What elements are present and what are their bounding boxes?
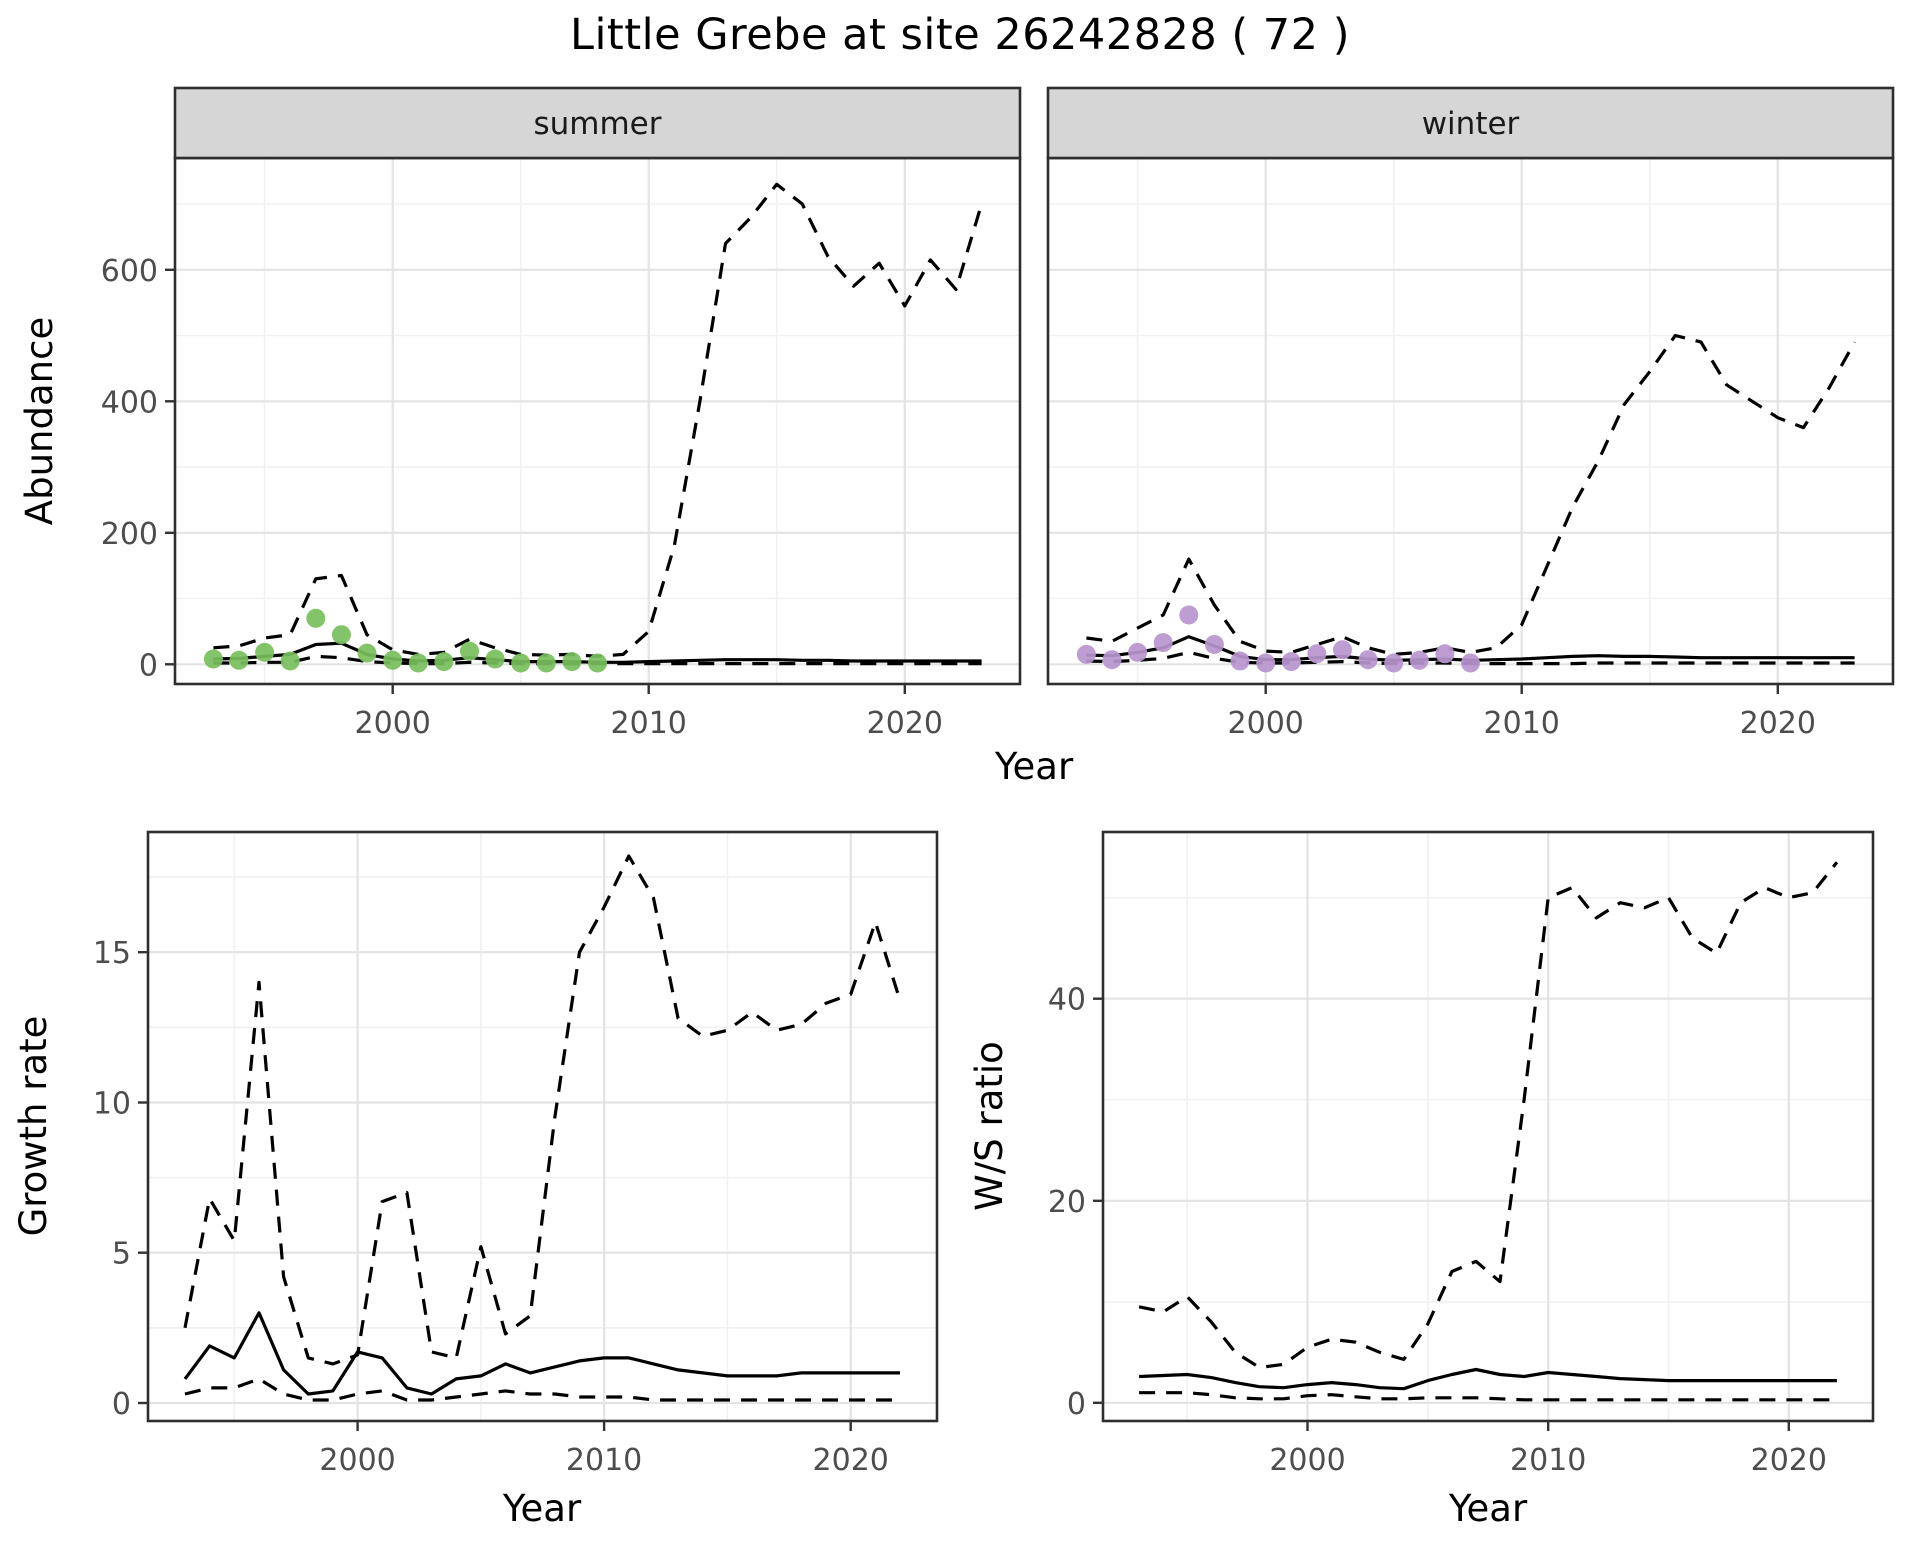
y-tick-label: 15	[93, 936, 131, 971]
summer-observation-point	[255, 642, 275, 662]
y-tick-label: 10	[93, 1087, 131, 1122]
panel-border	[146, 830, 939, 1423]
facet-strip-summer	[173, 86, 1022, 160]
abundance-facet-chart: summer 2000 2010 2020 0 200 400 600 winter 2000 20…	[18, 86, 1895, 788]
winter-observation-point	[1128, 642, 1148, 662]
x-tick-label: 2020	[867, 706, 943, 741]
winter-upper-ci-line	[1086, 333, 1856, 656]
summer-observation-point	[280, 651, 300, 671]
x-tick-label: 2010	[611, 706, 687, 741]
summer-observation-point	[357, 643, 377, 663]
summer-observation-point	[485, 649, 505, 669]
chart-title: Little Grebe at site 26242828 ( 72 )	[570, 10, 1350, 60]
winter-observation-point	[1076, 644, 1096, 664]
x-tick-label: 2000	[1269, 1443, 1345, 1478]
summer-observation-point	[331, 625, 351, 645]
x-tick-label: 2000	[355, 706, 431, 741]
winter-observation-point	[1256, 653, 1276, 673]
summer-observation-point	[588, 653, 607, 673]
summer-observation-point	[383, 650, 403, 670]
summer-observation-point	[203, 649, 223, 669]
panel-background	[175, 158, 1020, 684]
x-axis-label: Year	[1448, 1487, 1528, 1530]
y-tick-label: 0	[139, 648, 158, 683]
y-tick-label: 0	[112, 1387, 131, 1422]
growth-lower-ci-line	[184, 1377, 900, 1402]
winter-observation-point	[1384, 653, 1404, 673]
winter-observation-point	[1307, 644, 1327, 664]
winter-observation-point	[1230, 651, 1250, 671]
summer-observation-point	[408, 653, 428, 673]
y-tick-label: 5	[112, 1237, 131, 1272]
x-tick-label: 2020	[813, 1443, 889, 1478]
facet-strip-label: winter	[1422, 106, 1520, 142]
x-tick-label: 2010	[1484, 706, 1560, 741]
winter-observation-point	[1179, 605, 1199, 625]
summer-observation-point	[536, 653, 556, 673]
facet-strip-winter	[1046, 86, 1895, 160]
y-axis-label: Growth rate	[12, 1016, 55, 1237]
winter-observation-point	[1358, 650, 1378, 670]
winter-observation-point	[1153, 633, 1173, 653]
x-tick-label: 2000	[319, 1443, 395, 1478]
facet-strip-label: summer	[533, 106, 661, 142]
summer-observation-point	[306, 608, 326, 628]
x-axis-label: Year	[502, 1487, 582, 1530]
ws-ratio-chart: 2000 2010 2020 0 20 40 Year W/S ratio	[968, 830, 1875, 1530]
x-tick-label: 2010	[566, 1443, 642, 1478]
y-tick-label: 20	[1048, 1185, 1086, 1220]
summer-observation-point	[511, 653, 531, 673]
y-tick-label: 200	[101, 517, 158, 552]
y-tick-label: 0	[1067, 1387, 1086, 1422]
winter-observation-point	[1333, 640, 1352, 660]
x-axis-label: Year	[994, 745, 1074, 788]
panel-border	[1101, 830, 1875, 1423]
ratio-upper-ci-line	[1138, 861, 1839, 1370]
growth-fit-line	[183, 1311, 900, 1396]
winter-observation-point	[1435, 644, 1455, 664]
panel-background	[1048, 158, 1893, 684]
x-tick-label: 2020	[1740, 706, 1816, 741]
y-axis-label: Abundance	[18, 317, 61, 525]
y-tick-label: 40	[1048, 983, 1086, 1018]
summer-observation-point	[562, 652, 582, 672]
summer-observation-point	[229, 650, 249, 670]
y-tick-label: 600	[101, 254, 158, 289]
winter-observation-point	[1102, 650, 1122, 670]
x-tick-label: 2020	[1751, 1443, 1827, 1478]
winter-observation-point	[1461, 653, 1480, 673]
y-tick-label: 400	[101, 385, 158, 420]
winter-observation-point	[1281, 652, 1301, 672]
panel-background	[148, 832, 937, 1421]
y-axis-label: W/S ratio	[968, 1041, 1011, 1211]
ratio-fit-line	[1139, 1367, 1837, 1391]
summer-observation-point	[460, 641, 479, 661]
x-tick-label: 2010	[1510, 1443, 1586, 1478]
winter-observation-point	[1409, 650, 1429, 670]
growth-upper-ci-line	[183, 854, 902, 1366]
panel-background	[1103, 832, 1873, 1421]
summer-observation-point	[434, 652, 454, 672]
ratio-lower-ci-line	[1139, 1391, 1837, 1402]
growth-rate-chart: 2000 2010 2020 0 5 10 15 Year Growth rate	[12, 830, 939, 1530]
x-tick-label: 2000	[1228, 706, 1304, 741]
winter-observation-point	[1204, 635, 1224, 654]
